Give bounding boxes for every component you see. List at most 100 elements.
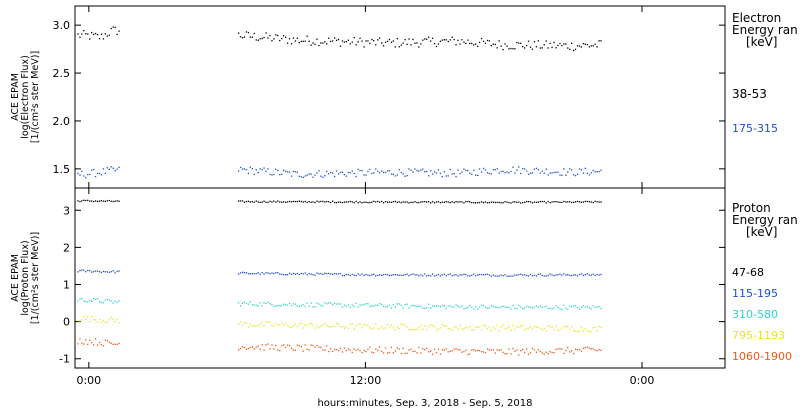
data-point <box>290 304 293 307</box>
data-point <box>569 48 571 50</box>
data-point <box>93 33 95 36</box>
data-point <box>110 166 112 168</box>
data-point <box>326 170 328 173</box>
data-point <box>108 319 110 321</box>
data-point <box>267 321 269 323</box>
data-point <box>569 351 571 353</box>
data-point <box>308 305 310 307</box>
data-point <box>477 349 479 352</box>
data-point <box>349 349 351 351</box>
data-point <box>265 32 267 34</box>
data-point <box>576 200 579 203</box>
data-point <box>510 329 512 332</box>
data-point <box>379 172 381 174</box>
data-point <box>480 274 483 276</box>
data-point <box>337 201 340 203</box>
data-point <box>118 342 120 345</box>
data-point <box>445 348 447 350</box>
data-point <box>406 43 408 45</box>
data-point <box>494 201 496 204</box>
data-point <box>398 303 400 305</box>
data-point <box>94 338 97 340</box>
data-point <box>539 273 541 275</box>
data-point <box>332 40 334 42</box>
data-point <box>118 200 120 202</box>
data-point <box>524 329 526 331</box>
data-point <box>294 349 297 351</box>
data-point <box>265 344 267 346</box>
data-point <box>275 168 277 170</box>
legend-entry: 47-68 <box>732 266 764 279</box>
data-point <box>79 320 81 322</box>
data-point <box>512 166 514 168</box>
data-point <box>93 318 95 321</box>
data-point <box>473 308 475 310</box>
data-point <box>514 48 516 50</box>
data-point <box>396 347 398 349</box>
data-point <box>547 47 549 49</box>
data-point <box>114 272 116 274</box>
data-point <box>288 272 291 274</box>
data-point <box>359 350 361 352</box>
data-point <box>437 169 440 171</box>
data-point <box>261 37 263 40</box>
data-point <box>281 322 283 324</box>
data-point <box>279 174 281 176</box>
data-point <box>559 308 561 310</box>
data-point <box>537 201 539 203</box>
legend-title: [keV] <box>746 225 777 239</box>
data-point <box>239 321 242 323</box>
data-point <box>551 274 553 276</box>
data-point <box>526 170 528 172</box>
data-point <box>594 349 596 351</box>
data-point <box>363 303 365 306</box>
data-point <box>275 201 277 203</box>
data-point <box>394 350 396 352</box>
data-point <box>433 202 436 204</box>
data-point <box>565 307 567 309</box>
data-point <box>533 201 536 203</box>
data-point <box>398 327 400 330</box>
data-point <box>369 274 371 277</box>
data-point <box>557 274 559 276</box>
data-point <box>492 169 494 171</box>
data-point <box>357 306 359 308</box>
data-point <box>353 305 355 307</box>
data-point <box>437 201 440 203</box>
data-point <box>263 167 265 169</box>
data-point <box>573 174 575 176</box>
data-point <box>379 201 381 203</box>
data-point <box>422 328 424 330</box>
data-point <box>379 274 381 276</box>
data-point <box>475 275 477 277</box>
data-point <box>469 304 471 307</box>
data-point <box>459 173 461 175</box>
data-point <box>112 302 114 304</box>
data-point <box>596 273 598 276</box>
data-point <box>451 350 453 352</box>
data-point <box>435 352 438 354</box>
data-point <box>471 42 473 45</box>
data-point <box>245 169 248 171</box>
data-point <box>457 201 459 203</box>
data-point <box>324 322 326 324</box>
data-point <box>469 275 471 277</box>
data-point <box>304 305 306 308</box>
data-point <box>518 326 520 328</box>
data-point <box>304 344 306 346</box>
data-point <box>118 166 120 168</box>
y-tick-label: 2.0 <box>53 115 71 128</box>
data-point <box>545 275 547 277</box>
data-point <box>529 201 532 203</box>
data-point <box>449 39 451 41</box>
data-point <box>351 201 353 203</box>
data-point <box>516 201 518 203</box>
data-point <box>533 168 536 170</box>
data-point <box>596 171 598 173</box>
data-point <box>508 275 510 277</box>
data-point <box>316 38 318 40</box>
data-point <box>498 172 500 174</box>
data-point <box>110 316 112 319</box>
data-point <box>535 305 538 307</box>
data-point <box>283 35 285 37</box>
